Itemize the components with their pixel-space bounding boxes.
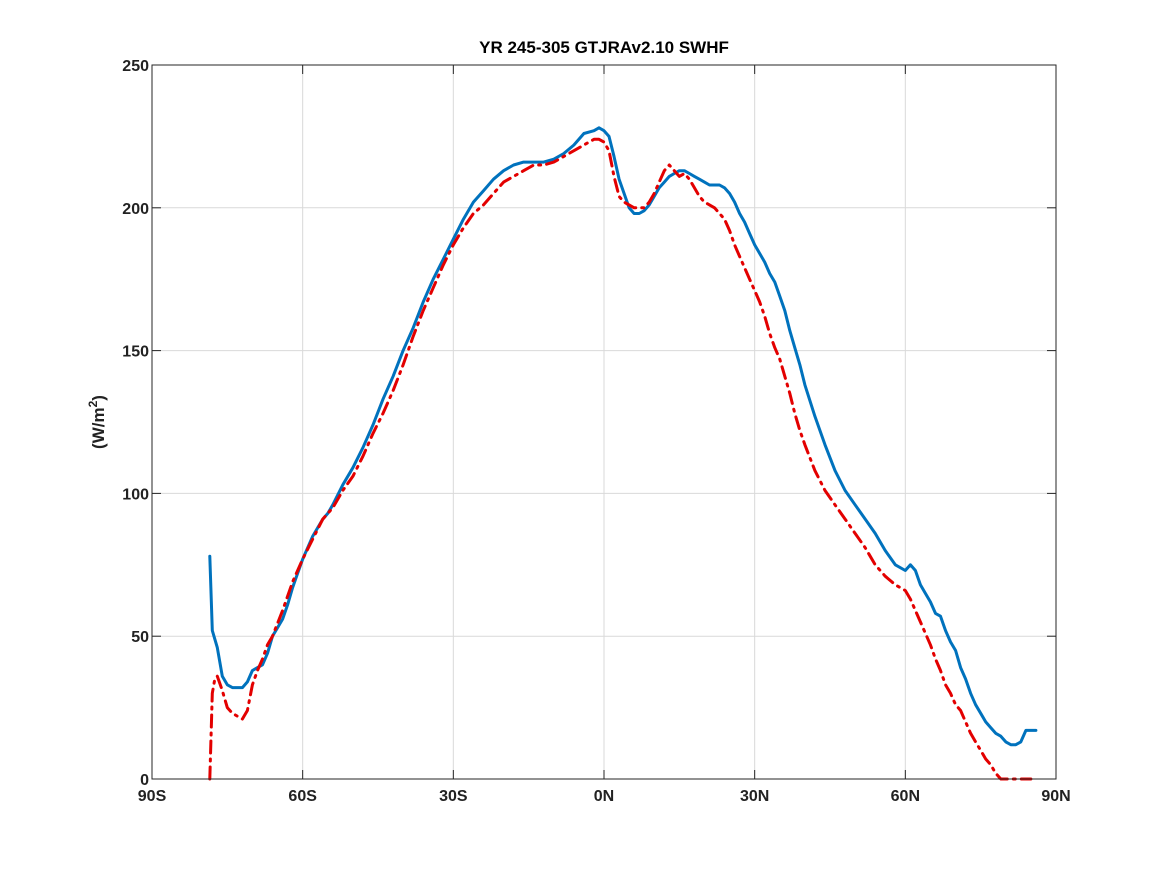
y-axis-tick-labels: 0 50 100 150 200 250 xyxy=(122,58,149,789)
y-tick-label: 250 xyxy=(122,58,149,75)
x-tick-label: 30S xyxy=(439,788,468,805)
x-tick-label: 90S xyxy=(138,788,167,805)
x-tick-label: 30N xyxy=(740,788,769,805)
y-axis-label-close: ) xyxy=(89,395,108,401)
y-tick-label: 100 xyxy=(122,486,149,503)
series-layer xyxy=(208,126,1038,781)
gridlines xyxy=(152,65,1056,779)
x-tick-label: 60N xyxy=(891,788,920,805)
x-tick-label: 0N xyxy=(594,788,614,805)
y-tick-label: 200 xyxy=(122,201,149,218)
axis-ticks xyxy=(151,64,1057,780)
y-axis-label: (W/m2) xyxy=(86,395,108,449)
chart-title: YR 245-305 GTJRAv2.10 SWHF xyxy=(479,38,729,57)
y-tick-label: 50 xyxy=(131,629,149,646)
x-axis-tick-labels: 90S 60S 30S 0N 30N 60N 90N xyxy=(138,788,1071,805)
y-axis-label-main: (W/m xyxy=(89,407,108,449)
y-axis-label-superscript: 2 xyxy=(86,400,100,407)
y-tick-label: 0 xyxy=(140,772,149,789)
x-tick-label: 90N xyxy=(1041,788,1070,805)
series-line-2 xyxy=(208,137,1033,781)
y-tick-label: 150 xyxy=(122,344,149,361)
x-tick-label: 60S xyxy=(288,788,317,805)
